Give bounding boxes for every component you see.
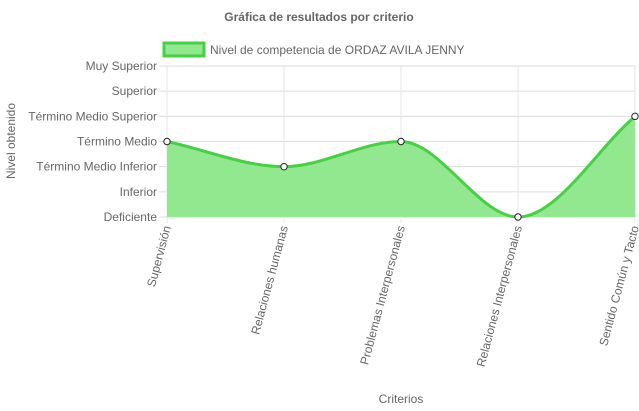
data-point[interactable] [514,213,522,221]
legend-label: Nivel de competencia de ORDAZ AVILA JENN… [210,43,465,57]
x-tick-label: Supervisión [144,224,174,288]
x-tick-label: Sentido Común y Tacto [596,224,639,348]
x-axis-title: Criterios [379,392,424,406]
x-tick-label: Relaciones Interpersonales [474,224,525,368]
x-tick-label: Relaciones humanas [248,224,291,336]
data-point[interactable] [163,137,171,146]
y-axis-tick-labels: Deficiente Inferior Término Medio Inferior… [28,59,157,224]
x-tick-label: Problemas Interpersonales [357,224,408,366]
data-points [163,112,639,221]
data-point[interactable] [631,112,639,121]
y-axis-title: Nivel obtenido [4,103,18,179]
data-point[interactable] [397,137,405,146]
y-tick-label: Inferior [120,185,157,199]
data-point[interactable] [280,162,288,171]
x-axis-tick-labels: Supervisión Relaciones humanas Problemas I… [144,224,639,368]
y-tick-label: Término Medio Superior [28,109,157,123]
y-tick-label: Término Medio Inferior [36,160,157,174]
series-area-fill [167,116,635,217]
chart-title: Gráfica de resultados por criterio [224,10,413,24]
legend-swatch [162,41,206,58]
y-tick-label: Muy Superior [86,59,157,73]
y-tick-label: Superior [112,84,157,98]
legend[interactable]: Nivel de competencia de ORDAZ AVILA JENN… [162,41,465,58]
y-tick-label: Término Medio [77,135,157,149]
y-tick-label: Deficiente [104,210,158,224]
